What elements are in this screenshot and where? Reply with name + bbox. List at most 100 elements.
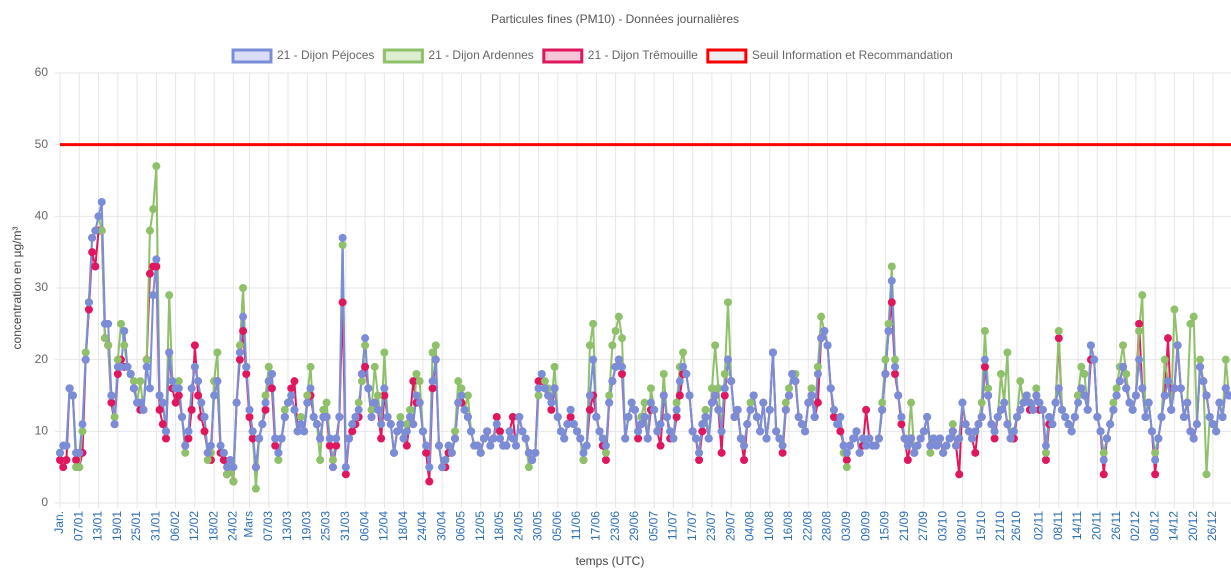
data-point [1112, 391, 1121, 400]
data-point [56, 456, 64, 464]
data-point [467, 427, 476, 436]
legend-swatch[interactable] [542, 48, 584, 64]
data-point [290, 377, 299, 386]
data-point [377, 434, 386, 443]
data-point [235, 348, 244, 357]
data-point [961, 420, 970, 429]
data-point [923, 413, 932, 421]
data-point [695, 456, 704, 464]
data-point [640, 398, 649, 407]
data-point [357, 377, 366, 386]
data-point [203, 448, 212, 457]
data-point [1202, 470, 1211, 479]
data-point [97, 226, 106, 235]
data-point [338, 241, 347, 249]
data-point [495, 427, 504, 436]
data-point [479, 434, 488, 443]
data-point [614, 355, 623, 364]
data-point [142, 355, 151, 364]
data-point [1041, 456, 1050, 464]
x-tick-label: 31/03 [338, 511, 352, 541]
data-point [287, 391, 296, 400]
data-point [1205, 413, 1214, 421]
data-point [772, 427, 781, 436]
x-tick-label: 07/01 [71, 511, 85, 541]
data-point [585, 405, 594, 414]
data-point [97, 198, 106, 206]
data-point [139, 405, 148, 414]
data-point [338, 233, 347, 242]
data-point [534, 391, 543, 400]
data-point [714, 405, 723, 414]
legend-label[interactable]: 21 - Dijon Ardennes [428, 48, 533, 62]
data-point [165, 348, 174, 357]
legend-label[interactable]: 21 - Dijon Trêmouille [588, 48, 698, 62]
data-point [1112, 384, 1121, 393]
data-point [524, 463, 533, 472]
data-point [380, 348, 389, 357]
x-tick-label: 18/04 [396, 511, 410, 541]
data-point [341, 470, 350, 479]
data-point [155, 405, 164, 414]
legend-swatch[interactable] [231, 48, 273, 64]
data-point [91, 226, 100, 235]
x-tick-label: 30/05 [531, 511, 545, 541]
legend-label[interactable]: 21 - Dijon Péjoces [277, 48, 374, 62]
data-point [512, 441, 521, 450]
data-point [518, 427, 527, 436]
data-point [955, 434, 964, 443]
data-point [91, 262, 100, 271]
data-point [396, 413, 405, 421]
data-point [691, 434, 700, 443]
data-point [367, 405, 376, 414]
x-tick-label: 28/08 [820, 511, 834, 541]
data-point [778, 441, 787, 450]
x-tick-label: 20/11 [1089, 511, 1103, 540]
x-tick-label: 27/09 [916, 511, 930, 541]
data-point [1151, 470, 1160, 479]
data-point [457, 384, 466, 393]
data-point [579, 456, 588, 464]
data-point [550, 384, 559, 393]
data-point [239, 312, 248, 321]
data-point [261, 391, 270, 400]
data-point [1051, 398, 1060, 407]
data-point [945, 434, 954, 443]
data-point [454, 398, 463, 407]
data-point [210, 391, 219, 400]
data-point [239, 327, 248, 335]
data-point [62, 441, 71, 450]
data-point [351, 413, 360, 421]
data-point [781, 398, 790, 407]
x-tick-label: 26/12 [1205, 511, 1219, 541]
data-point [913, 441, 922, 450]
data-point [996, 405, 1005, 414]
data-point [213, 377, 222, 386]
data-point [942, 441, 951, 450]
legend-swatch[interactable] [382, 48, 424, 64]
data-point [1080, 391, 1089, 400]
data-point [1125, 398, 1134, 407]
data-point [1032, 391, 1041, 400]
data-point [627, 398, 636, 407]
legend-swatch[interactable] [706, 48, 748, 64]
data-point [1128, 405, 1137, 414]
x-tick-label: 13/03 [280, 511, 294, 541]
data-point [332, 434, 341, 443]
data-point [1041, 441, 1050, 450]
data-point [1006, 434, 1015, 443]
y-tick-label: 10 [35, 424, 49, 438]
data-point [990, 427, 999, 436]
data-point [618, 362, 627, 371]
data-point [325, 441, 334, 450]
legend-label[interactable]: Seuil Information et Recommandation [752, 48, 953, 62]
data-point [1003, 420, 1012, 429]
data-point [634, 434, 643, 443]
data-point [871, 441, 880, 450]
data-point [174, 377, 183, 386]
data-point [884, 319, 893, 328]
data-point [190, 362, 199, 371]
data-point [338, 298, 347, 307]
data-point [229, 463, 238, 472]
data-point [158, 398, 167, 407]
